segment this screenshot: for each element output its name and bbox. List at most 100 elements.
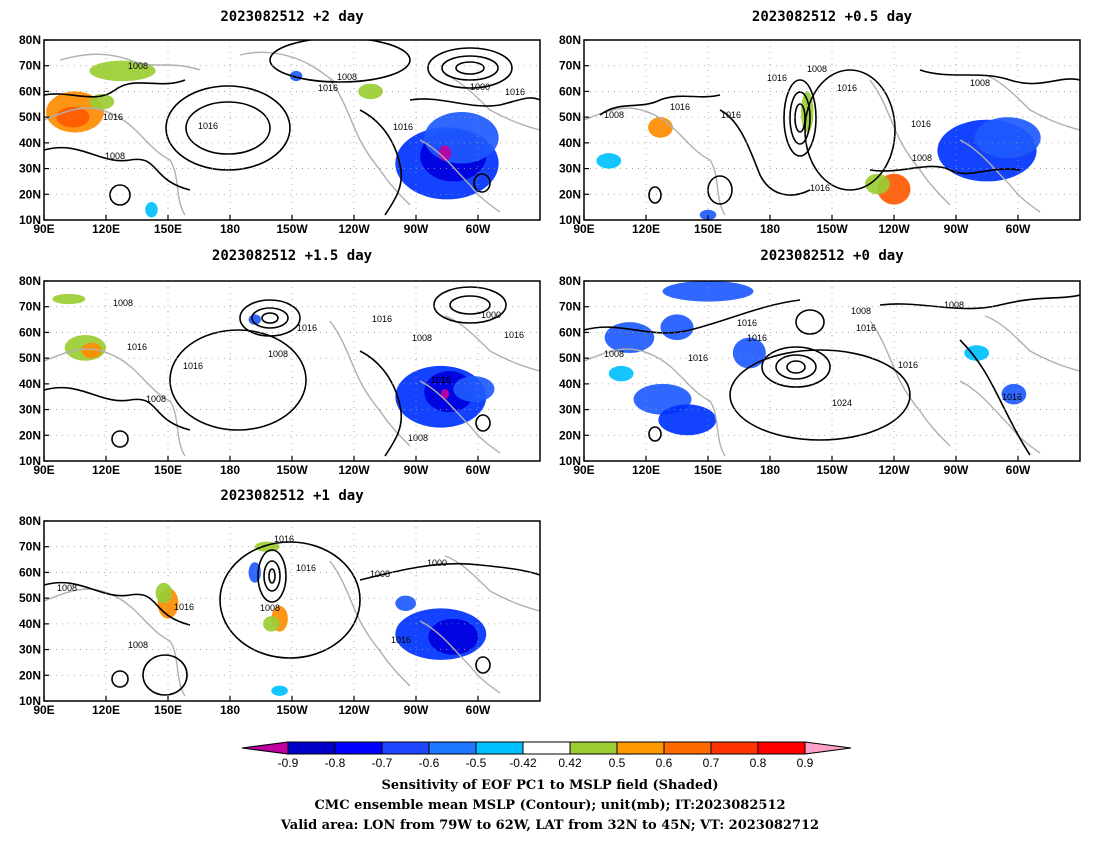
- colorbar-tick-label: 0.8: [750, 756, 767, 770]
- colorbar-tick-label: 0.42: [558, 756, 582, 770]
- sensitivity-patch: [395, 595, 416, 611]
- sensitivity-patch: [440, 389, 450, 400]
- lat-tick-label: 10N: [19, 694, 41, 708]
- lat-tick-label: 40N: [559, 377, 581, 391]
- contour-label: 1008: [807, 64, 827, 74]
- contour-label: 1008: [412, 333, 432, 343]
- lat-axis: 10N 20N 30N 40N 50N 60N 70N 80N: [19, 274, 49, 468]
- lon-tick-label: 150E: [154, 463, 182, 477]
- mslp-contours: [44, 541, 540, 696]
- grid-lines: [44, 521, 540, 701]
- panel-title: 2023082512 +1 day: [220, 488, 364, 504]
- lat-tick-label: 30N: [19, 643, 41, 657]
- sensitivity-patch: [974, 117, 1041, 159]
- contour-label: 1008: [260, 603, 280, 613]
- lat-tick-label: 70N: [19, 300, 41, 314]
- lon-tick-label: 90W: [944, 222, 969, 236]
- lon-tick-label: 90E: [33, 222, 54, 236]
- lon-tick-label: 90W: [404, 222, 429, 236]
- lat-tick-label: 50N: [19, 110, 41, 124]
- lon-tick-label: 150E: [694, 222, 722, 236]
- lat-tick-label: 60N: [19, 84, 41, 98]
- lon-tick-label: 120W: [338, 703, 370, 717]
- lat-tick-label: 10N: [19, 213, 41, 227]
- mslp-contours: [44, 40, 540, 216]
- lon-tick-label: 150W: [816, 222, 848, 236]
- lat-axis: 10N 20N 30N 40N 50N 60N 70N 80N: [19, 33, 49, 227]
- contour-labels: 1008 1016 1016 1016 1008 1016 1008 1000 …: [113, 298, 524, 443]
- sensitivity-patch: [89, 94, 115, 110]
- lat-tick-label: 80N: [19, 274, 41, 288]
- lat-tick-label: 70N: [559, 300, 581, 314]
- lon-tick-label: 60W: [466, 703, 491, 717]
- caption-line-2: CMC ensemble mean MSLP (Contour); unit(m…: [314, 798, 785, 813]
- sensitivity-patch: [424, 111, 499, 164]
- colorbar-tick-label: -0.5: [466, 756, 487, 770]
- lon-tick-label: 120W: [338, 222, 370, 236]
- contour-label: 1008: [604, 110, 624, 120]
- lat-tick-label: 30N: [19, 162, 41, 176]
- sensitivity-patch: [648, 117, 673, 138]
- grid-lines: [584, 40, 1080, 220]
- colorbar-tick-label: 0.7: [703, 756, 720, 770]
- figure-caption: Sensitivity of EOF PC1 to MSLP field (Sh…: [280, 778, 819, 833]
- sensitivity-patch: [155, 582, 173, 604]
- caption-line-3: Valid area: LON from 79W to 62W, LAT fro…: [280, 818, 819, 833]
- colorbar-swatch: [428, 741, 477, 755]
- coastlines: [584, 315, 1080, 457]
- lon-tick-label: 150W: [276, 703, 308, 717]
- lat-tick-label: 40N: [19, 136, 41, 150]
- lon-tick-label: 60W: [1006, 222, 1031, 236]
- panel-plus-1-day: 2023082512 +1 day 1008 1016 1008 1016 10…: [19, 488, 541, 717]
- contour-labels: 1008 1016 1016 1008 1016 1016 1008 1016 …: [604, 64, 990, 193]
- colorbar-swatch: [381, 741, 430, 755]
- lon-tick-label: 150E: [154, 222, 182, 236]
- panel-plus-0-day: 2023082512 +0 day 1008 1008 1016 1016 10…: [559, 248, 1081, 477]
- lat-tick-label: 10N: [559, 213, 581, 227]
- grid-lines: [584, 281, 1080, 461]
- colorbar-swatch: [569, 741, 618, 755]
- sensitivity-patch: [453, 376, 495, 402]
- sensitivity-patch: [428, 618, 479, 655]
- colorbar-tick-label: 0.5: [609, 756, 626, 770]
- sensitivity-patch: [52, 293, 86, 305]
- mslp-contours: [599, 69, 1080, 205]
- lon-axis: 90E 120E 150E 180 150W 120W 90W 60W: [33, 456, 491, 477]
- sensitivity-shading: [596, 91, 1041, 220]
- sensitivity-patch: [658, 404, 717, 436]
- colorbar-tick-label: 0.9: [797, 756, 814, 770]
- sensitivity-patch: [865, 173, 890, 195]
- lat-axis: 10N 20N 30N 40N 50N 60N 70N 80N: [559, 274, 589, 468]
- lat-tick-label: 70N: [19, 59, 41, 73]
- panel-title: 2023082512 +2 day: [220, 9, 364, 25]
- sensitivity-patch: [662, 281, 754, 302]
- lon-tick-label: 120E: [92, 703, 120, 717]
- lon-tick-label: 150E: [694, 463, 722, 477]
- lon-tick-label: 150W: [276, 463, 308, 477]
- lat-tick-label: 50N: [19, 351, 41, 365]
- lon-tick-label: 90E: [573, 222, 594, 236]
- colorbar-swatch: [522, 741, 571, 755]
- contour-label: 1008: [851, 306, 871, 316]
- contour-label: 1016: [393, 122, 413, 132]
- contour-label: 1016: [174, 602, 194, 612]
- contour-label: 1008: [128, 640, 148, 650]
- sensitivity-patch: [263, 616, 280, 632]
- sensitivity-patch: [964, 345, 990, 361]
- lon-axis: 90E 120E 150E 180 150W 120W 90W 60W: [573, 456, 1031, 477]
- sensitivity-patch: [358, 83, 383, 100]
- contour-label: 1016: [721, 110, 741, 120]
- colorbar-tick-label: -0.6: [419, 756, 440, 770]
- sensitivity-patch: [145, 202, 158, 218]
- lat-tick-label: 60N: [19, 565, 41, 579]
- lon-tick-label: 90E: [33, 463, 54, 477]
- colorbar-swatch: [334, 741, 383, 755]
- lat-tick-label: 10N: [19, 454, 41, 468]
- contour-labels: 1008 1016 1016 1016 1008 1016 1008 1016 …: [103, 61, 525, 161]
- lon-axis: 90E 120E 150E 180 150W 120W 90W 60W: [573, 215, 1031, 236]
- contour-label: 1008: [105, 151, 125, 161]
- contour-label: 1008: [146, 394, 166, 404]
- contour-label: 1016: [505, 87, 525, 97]
- panel-title: 2023082512 +0.5 day: [752, 9, 913, 25]
